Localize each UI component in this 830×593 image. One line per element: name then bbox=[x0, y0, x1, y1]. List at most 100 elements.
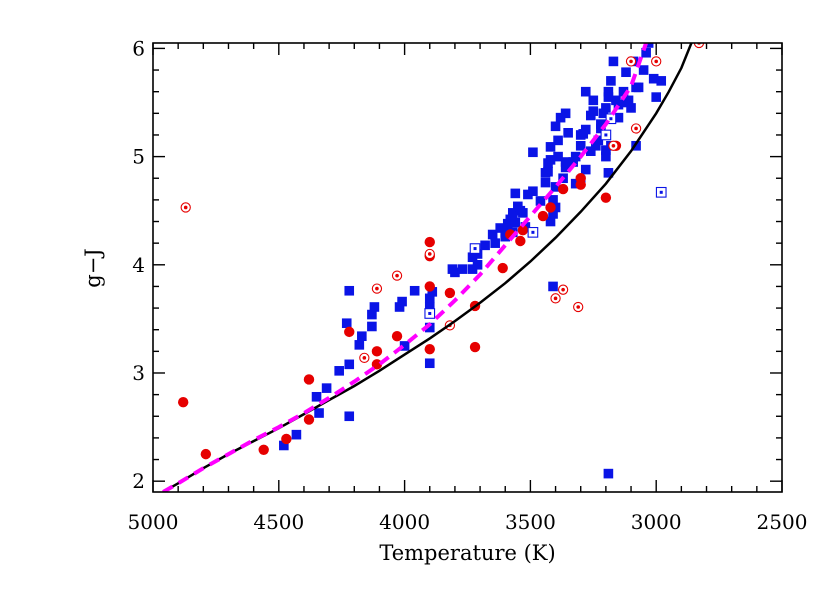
blue-square-point bbox=[424, 293, 435, 304]
red-open-circle-dot bbox=[362, 356, 367, 360]
blue-square-point bbox=[651, 92, 661, 102]
blue-square-point bbox=[593, 135, 604, 146]
tick-labels: 5000 4500 4000 3500 3000 2500 2 3 4 5 6 bbox=[128, 36, 808, 534]
blue-square-point bbox=[457, 264, 468, 274]
blue-square-point bbox=[545, 216, 556, 227]
red-circle-point bbox=[545, 202, 556, 213]
blue-square-point bbox=[618, 86, 629, 97]
red-circle-point bbox=[424, 343, 435, 355]
x-tick-label: 5000 bbox=[128, 510, 179, 534]
x-axis-title: Temperature (K) bbox=[379, 541, 555, 565]
blue-square-point bbox=[291, 429, 302, 440]
red-circle-point bbox=[303, 374, 315, 385]
red-circle-point bbox=[371, 346, 383, 357]
blue-open-square-dot bbox=[428, 311, 432, 315]
red-circle-point bbox=[424, 236, 435, 248]
blue-open-square-dot bbox=[609, 117, 613, 121]
blue-square-point bbox=[424, 322, 435, 333]
blue-square-point bbox=[314, 408, 324, 418]
red-open-circle-dot bbox=[634, 126, 638, 131]
blue-square-point bbox=[580, 124, 591, 135]
blue-square-point bbox=[344, 411, 355, 422]
blue-square-point bbox=[591, 140, 601, 151]
red-open-circle-dot bbox=[427, 252, 432, 256]
blue-square-point bbox=[580, 164, 591, 175]
blue-square-point bbox=[548, 209, 558, 219]
blue-square-point bbox=[367, 321, 377, 332]
blue-square-point bbox=[633, 82, 644, 93]
red-open-circle-dot bbox=[561, 287, 565, 292]
blue-square-point bbox=[447, 264, 458, 274]
blue-square-point bbox=[500, 231, 511, 242]
blue-square-point bbox=[490, 238, 500, 248]
blue-square-point bbox=[480, 240, 490, 251]
red-open-circle-dot bbox=[576, 305, 581, 309]
blue-square-point bbox=[528, 147, 538, 158]
blue-square-point bbox=[427, 287, 438, 297]
blue-square-point bbox=[598, 108, 609, 119]
red-circle-point bbox=[200, 448, 212, 460]
red-open-circle-dot bbox=[395, 273, 399, 278]
blue-square-point bbox=[548, 281, 558, 292]
blue-square-point bbox=[472, 259, 483, 270]
blue-square-point bbox=[603, 92, 614, 102]
red-circle-point bbox=[600, 192, 612, 203]
blue-square-point bbox=[344, 285, 355, 296]
x-tick-label: 3000 bbox=[631, 510, 682, 534]
blue-open-square-dot bbox=[531, 230, 535, 234]
red-open-circle-dot bbox=[629, 59, 633, 64]
blue-square-point bbox=[367, 309, 377, 320]
blue-square-point bbox=[424, 302, 435, 312]
blue-square-point bbox=[545, 142, 556, 152]
blue-square-point bbox=[560, 108, 571, 119]
blue-square-point bbox=[321, 383, 332, 393]
blue-square-point bbox=[626, 103, 636, 113]
blue-square-point bbox=[394, 302, 405, 312]
red-circle-point bbox=[391, 331, 403, 342]
red-open-circle-dot bbox=[375, 286, 379, 291]
blue-square-point bbox=[575, 130, 586, 140]
blue-square-point bbox=[344, 359, 355, 370]
blue-square-point bbox=[603, 468, 614, 479]
blue-square-point bbox=[424, 358, 435, 369]
blue-square-point bbox=[472, 249, 483, 259]
y-tick-label: 4 bbox=[132, 253, 145, 277]
red-open-circle-dot bbox=[611, 143, 616, 148]
red-circle-point bbox=[497, 262, 508, 274]
plot-frame bbox=[152, 42, 783, 493]
blue-square-point bbox=[528, 186, 538, 197]
blue-square-point bbox=[575, 140, 586, 151]
blue-square-point bbox=[638, 65, 649, 75]
series-filled-circle bbox=[177, 140, 622, 460]
blue-square-point bbox=[656, 76, 667, 86]
blue-square-point bbox=[606, 76, 616, 86]
blue-square-point bbox=[341, 318, 352, 329]
blue-square-point bbox=[369, 302, 380, 312]
blue-square-point bbox=[279, 440, 289, 451]
blue-square-point bbox=[601, 145, 611, 155]
y-tick-label: 2 bbox=[132, 469, 145, 493]
blue-square-point bbox=[535, 196, 546, 206]
blue-square-point bbox=[613, 112, 624, 123]
red-circle-point bbox=[177, 397, 189, 408]
blue-square-point bbox=[467, 264, 478, 274]
y-tick-label: 5 bbox=[132, 145, 145, 169]
blue-square-point bbox=[601, 103, 611, 113]
blue-square-point bbox=[523, 189, 533, 200]
plot-area bbox=[162, 43, 705, 492]
black-solid-fit-line bbox=[162, 43, 693, 492]
blue-square-point bbox=[621, 97, 631, 108]
blue-square-point bbox=[495, 223, 506, 233]
blue-square-point bbox=[603, 86, 614, 97]
blue-square-point bbox=[510, 217, 521, 228]
blue-square-point bbox=[553, 151, 563, 162]
blue-square-point bbox=[518, 208, 528, 218]
blue-square-point bbox=[397, 296, 407, 307]
x-tick-label: 2500 bbox=[757, 510, 808, 534]
series-open-square-dot bbox=[424, 113, 667, 319]
blue-square-point bbox=[613, 99, 624, 110]
y-tick-label: 3 bbox=[132, 361, 145, 385]
y-axis-title: g−J bbox=[81, 248, 105, 287]
red-circle-point bbox=[281, 433, 292, 445]
red-circle-point bbox=[469, 341, 481, 353]
